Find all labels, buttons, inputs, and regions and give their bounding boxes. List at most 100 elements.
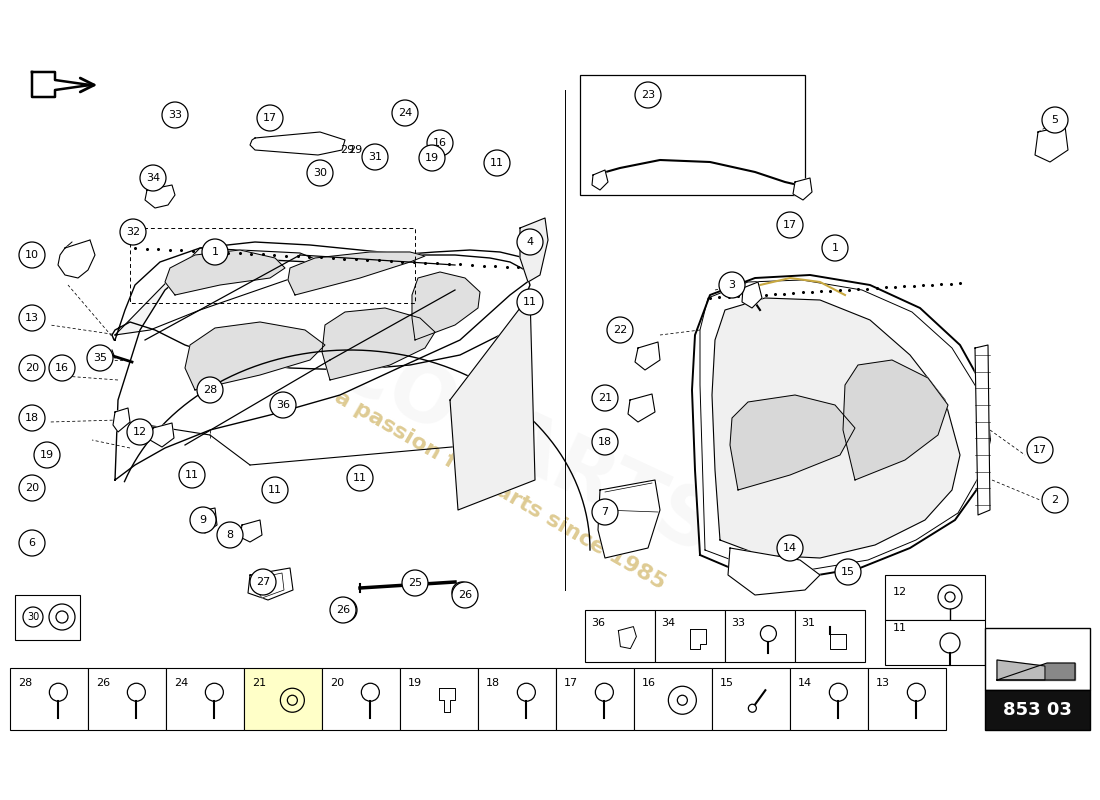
Text: 19: 19 — [40, 450, 54, 460]
Text: 15: 15 — [842, 567, 855, 577]
Circle shape — [339, 604, 351, 616]
Text: 30: 30 — [314, 168, 327, 178]
Text: 11: 11 — [490, 158, 504, 168]
Text: 20: 20 — [25, 363, 40, 373]
Polygon shape — [520, 218, 548, 282]
Circle shape — [940, 633, 960, 653]
Bar — [322, 668, 400, 730]
Polygon shape — [712, 298, 960, 558]
Text: 36: 36 — [591, 618, 605, 628]
Circle shape — [595, 683, 614, 702]
Bar — [790, 668, 868, 730]
Circle shape — [197, 377, 223, 403]
Polygon shape — [728, 548, 820, 595]
Circle shape — [452, 582, 478, 608]
Circle shape — [19, 405, 45, 431]
Circle shape — [250, 569, 276, 595]
Bar — [88, 668, 166, 730]
Text: 28: 28 — [18, 678, 32, 688]
Circle shape — [126, 419, 153, 445]
Circle shape — [120, 219, 146, 245]
Polygon shape — [730, 395, 855, 490]
Circle shape — [362, 144, 388, 170]
Text: 12: 12 — [133, 427, 147, 437]
Text: 17: 17 — [1033, 445, 1047, 455]
Text: 23: 23 — [641, 90, 656, 100]
Bar — [10, 668, 88, 730]
Circle shape — [427, 130, 453, 156]
Circle shape — [330, 597, 356, 623]
Text: 22: 22 — [613, 325, 627, 335]
Circle shape — [517, 229, 543, 255]
Polygon shape — [116, 250, 535, 480]
Circle shape — [456, 587, 468, 597]
Circle shape — [50, 355, 75, 381]
Text: 9: 9 — [199, 515, 207, 525]
Text: 8: 8 — [227, 530, 233, 540]
Polygon shape — [1035, 126, 1068, 162]
Circle shape — [392, 100, 418, 126]
Circle shape — [945, 592, 955, 602]
Text: 12: 12 — [893, 587, 907, 597]
Circle shape — [607, 317, 632, 343]
Polygon shape — [635, 342, 660, 370]
Text: 4: 4 — [527, 237, 534, 247]
Polygon shape — [793, 178, 812, 200]
Polygon shape — [742, 282, 762, 308]
Circle shape — [822, 235, 848, 261]
Bar — [580, 75, 805, 195]
Text: 2: 2 — [1052, 495, 1058, 505]
Polygon shape — [113, 408, 130, 432]
Text: 17: 17 — [263, 113, 277, 123]
Circle shape — [669, 686, 696, 714]
Text: 30: 30 — [26, 612, 40, 622]
Text: 16: 16 — [55, 363, 69, 373]
Text: 11: 11 — [185, 470, 199, 480]
Text: 29: 29 — [340, 145, 354, 155]
Circle shape — [56, 611, 68, 623]
Circle shape — [307, 160, 333, 186]
Text: 11: 11 — [268, 485, 282, 495]
Bar — [654, 610, 725, 662]
Circle shape — [262, 477, 288, 503]
Bar — [166, 668, 244, 730]
Text: 34: 34 — [146, 173, 161, 183]
Polygon shape — [439, 688, 455, 712]
Circle shape — [452, 582, 472, 602]
Circle shape — [777, 212, 803, 238]
Text: 19: 19 — [425, 153, 439, 163]
Circle shape — [835, 559, 861, 585]
Bar — [725, 610, 795, 662]
Polygon shape — [116, 248, 330, 335]
Circle shape — [19, 242, 45, 268]
Circle shape — [34, 442, 60, 468]
Circle shape — [362, 683, 380, 702]
Polygon shape — [450, 295, 535, 510]
Circle shape — [270, 392, 296, 418]
Text: 19: 19 — [408, 678, 422, 688]
Text: 14: 14 — [798, 678, 812, 688]
Text: 3: 3 — [728, 280, 736, 290]
Polygon shape — [975, 345, 990, 515]
Polygon shape — [843, 360, 948, 480]
Polygon shape — [412, 272, 480, 340]
Circle shape — [128, 683, 145, 702]
Text: 26: 26 — [336, 605, 350, 615]
Circle shape — [484, 150, 510, 176]
Text: 31: 31 — [368, 152, 382, 162]
Text: 1: 1 — [832, 243, 838, 253]
Text: 16: 16 — [642, 678, 656, 688]
Circle shape — [179, 462, 205, 488]
Text: 7: 7 — [602, 507, 608, 517]
Bar — [15, 595, 80, 640]
Text: 21: 21 — [252, 678, 266, 688]
Bar — [886, 575, 984, 620]
Circle shape — [19, 475, 45, 501]
Polygon shape — [165, 250, 285, 295]
Circle shape — [287, 695, 297, 706]
Text: 28: 28 — [202, 385, 217, 395]
Circle shape — [760, 626, 777, 642]
Text: 24: 24 — [398, 108, 412, 118]
Text: 33: 33 — [732, 618, 745, 628]
Polygon shape — [691, 629, 706, 649]
